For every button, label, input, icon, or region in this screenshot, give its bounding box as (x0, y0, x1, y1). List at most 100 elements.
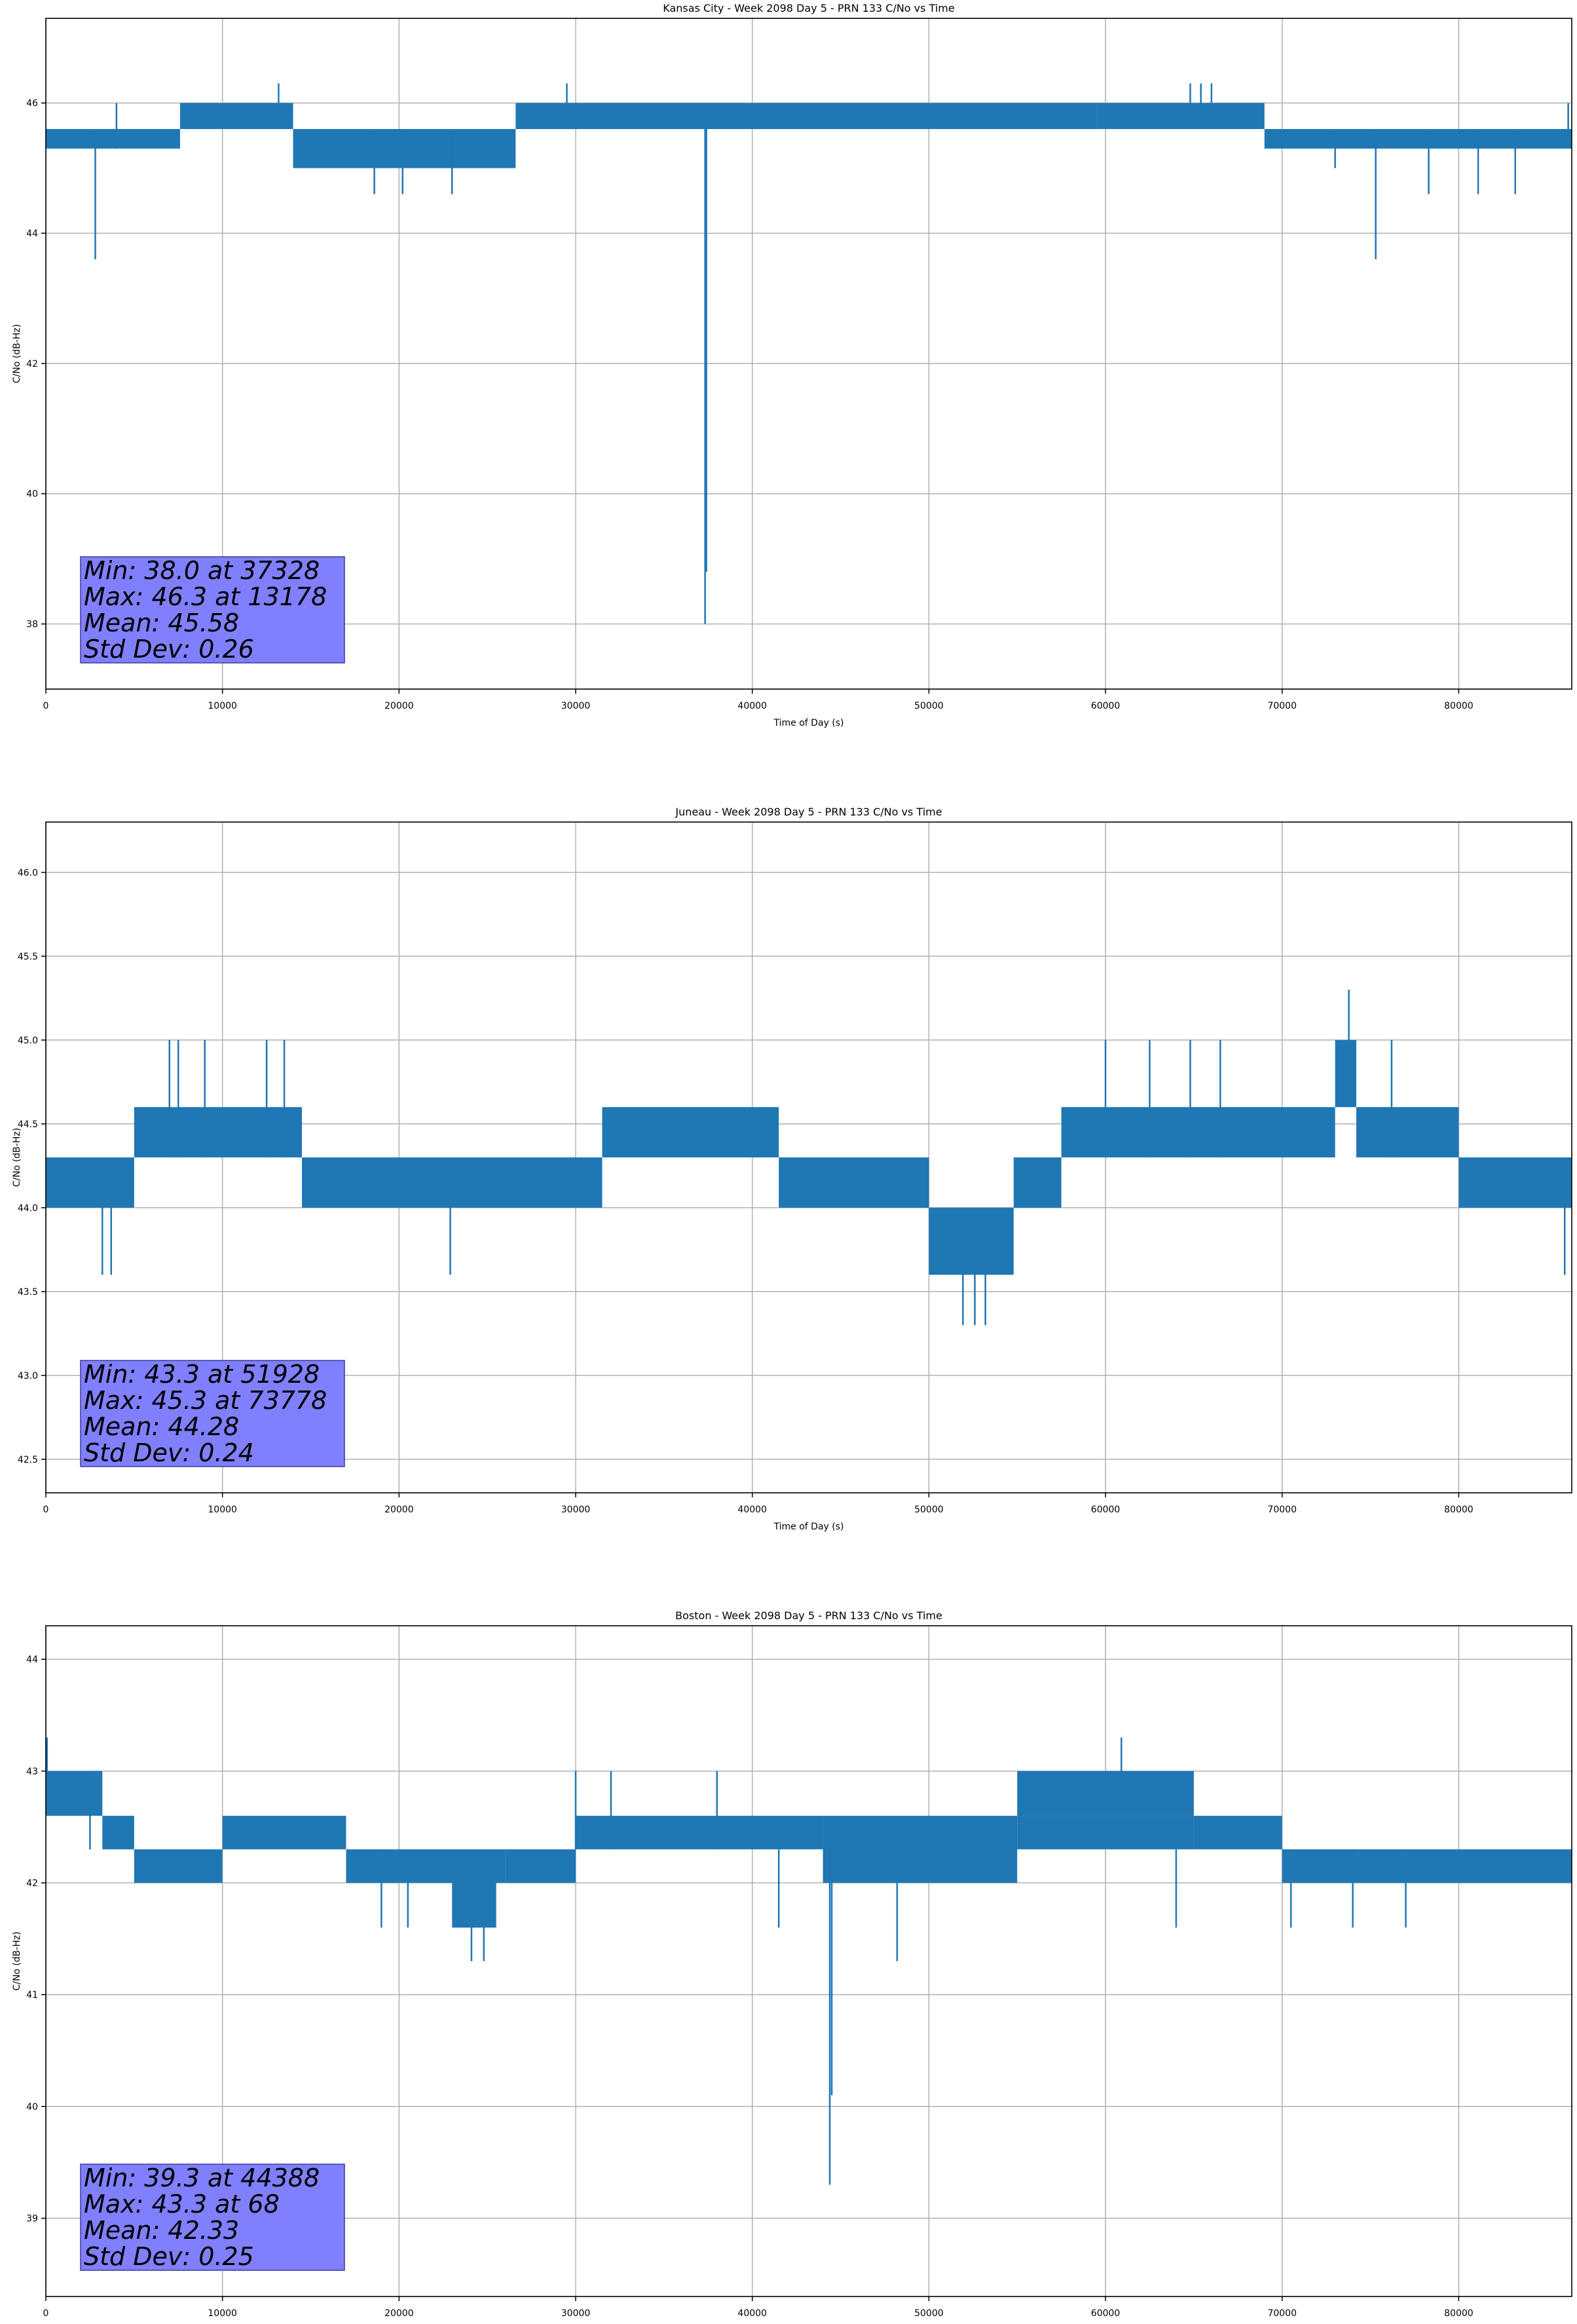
juneau-x-tick-label: 30000 (561, 1505, 591, 1515)
boston-stats-line: Mean: 42.33 (84, 2216, 239, 2245)
boston-data-band (452, 1883, 496, 1928)
juneau-x-tick-label: 10000 (208, 1505, 237, 1515)
juneau-data-band (1013, 1157, 1062, 1208)
juneau-data-band (1458, 1157, 1572, 1208)
kansas-city-data-band (515, 103, 1097, 130)
kansas-city-stats-line: Min: 38.0 at 37328 (84, 556, 320, 585)
juneau-stats-line: Mean: 44.28 (84, 1412, 239, 1441)
juneau-plot: 0 10000 20000 30000 40000 50000 60000 70000 8000… (12, 806, 1572, 1532)
juneau-x-tick-label: 40000 (737, 1505, 767, 1515)
kansas-city-data-band (293, 129, 516, 168)
kansas-city-x-tick-label: 0 (43, 701, 49, 711)
kansas-city-chart-title: Kansas City - Week 2098 Day 5 - PRN 133 … (663, 2, 954, 14)
boston-x-tick-label: 50000 (914, 2308, 944, 2319)
juneau-y-tick-label: 44.0 (18, 1203, 38, 1214)
kansas-city-data-band (46, 129, 180, 149)
boston-x-tick-label: 40000 (737, 2308, 767, 2319)
kansas-city-x-tick-label: 40000 (737, 701, 767, 711)
boston-y-axis-label: C/No (dB-Hz) (12, 1932, 22, 1991)
kansas-city-stats-box-background (80, 556, 345, 664)
kansas-city-y-axis-label: C/No (dB-Hz) (12, 324, 22, 383)
boston-data-band (1017, 1816, 1194, 1850)
juneau-axes-frame (45, 821, 1572, 1493)
boston-data-band (134, 1849, 223, 1883)
boston-y-tick-label: 44 (26, 1655, 38, 1665)
juneau-x-tick-label: 0 (43, 1505, 49, 1515)
kansas-city-x-tick-label: 20000 (384, 701, 414, 711)
boston-plot: 0 10000 20000 30000 40000 50000 60000 70000 8000… (12, 1609, 1572, 2319)
boston-data-band (1017, 1771, 1194, 1816)
kansas-city-stats-line: Std Dev: 0.26 (84, 635, 254, 664)
boston-axes-frame (45, 1625, 1572, 2297)
kansas-city-y-tick-label: 40 (26, 489, 38, 500)
boston-stats-line: Min: 39.3 at 44388 (84, 2164, 320, 2192)
kansas-city-axes-frame (45, 18, 1572, 690)
kansas-city-data-band (1096, 103, 1265, 130)
boston-data-band (576, 1816, 823, 1850)
kansas-city-x-tick-label: 10000 (208, 701, 237, 711)
boston-data-band (1282, 1849, 1572, 1883)
juneau-x-tick-label: 60000 (1091, 1505, 1121, 1515)
juneau-stats-line: Min: 43.3 at 51928 (84, 1360, 320, 1389)
juneau-stats-line: Std Dev: 0.24 (84, 1438, 254, 1467)
boston-stats-box-background (80, 2164, 345, 2271)
boston-x-tick-label: 30000 (561, 2308, 591, 2319)
juneau-data-band (46, 1157, 134, 1208)
boston-x-tick-label: 60000 (1091, 2308, 1121, 2319)
juneau-x-tick-label: 20000 (384, 1505, 414, 1515)
kansas-city-stats-line: Max: 46.3 at 13178 (84, 582, 327, 611)
juneau-y-tick-label: 45.5 (18, 952, 38, 962)
juneau-y-tick-label: 44.5 (18, 1119, 38, 1130)
juneau-data-band (302, 1157, 603, 1208)
juneau-x-tick-label: 50000 (914, 1505, 944, 1515)
boston-data-band (222, 1816, 346, 1850)
juneau-y-tick-label: 42.5 (18, 1455, 38, 1465)
juneau-y-tick-label: 43.0 (18, 1371, 38, 1381)
juneau-x-tick-label: 70000 (1267, 1505, 1297, 1515)
boston-x-tick-label: 20000 (384, 2308, 414, 2319)
boston-series-line (46, 1737, 1572, 2185)
boston-stats-line: Max: 43.3 at 68 (84, 2190, 280, 2219)
boston-x-tick-label: 10000 (208, 2308, 237, 2319)
boston-data-band (346, 1849, 506, 1883)
kansas-city-plot: 0 10000 20000 30000 40000 50000 60000 70000 8000… (12, 2, 1572, 728)
boston-y-tick-label: 42 (26, 1879, 38, 1889)
juneau-y-axis-label: C/No (dB-Hz) (12, 1128, 22, 1187)
kansas-city-x-tick-label: 60000 (1091, 701, 1121, 711)
juneau-stats-box-background (80, 1360, 345, 1467)
boston-data-band (823, 1816, 1018, 1883)
juneau-y-tick-label: 46.0 (18, 868, 38, 878)
juneau-x-tick-label: 80000 (1444, 1505, 1474, 1515)
juneau-x-axis-label: Time of Day (s) (773, 1522, 844, 1532)
juneau-chart-title: Juneau - Week 2098 Day 5 - PRN 133 C/No … (675, 806, 942, 818)
juneau-data-band (1061, 1107, 1335, 1157)
kansas-city-y-tick-label: 42 (26, 359, 38, 369)
kansas-city-x-axis-label: Time of Day (s) (773, 718, 844, 728)
juneau-data-band (929, 1207, 1014, 1275)
kansas-city-data-band (1264, 129, 1572, 149)
boston-x-tick-label: 0 (43, 2308, 49, 2319)
juneau-y-tick-label: 43.5 (18, 1287, 38, 1298)
juneau-y-tick-label: 45.0 (18, 1036, 38, 1046)
kansas-city-x-tick-label: 80000 (1444, 701, 1474, 711)
boston-data-band (505, 1849, 576, 1883)
juneau-stats-line: Max: 45.3 at 73778 (84, 1386, 327, 1415)
kansas-city-x-tick-label: 50000 (914, 701, 944, 711)
kansas-city-y-tick-label: 46 (26, 98, 38, 109)
boston-data-band (1193, 1816, 1282, 1850)
boston-data-band (102, 1816, 134, 1850)
boston-x-tick-label: 70000 (1267, 2308, 1297, 2319)
kansas-city-x-tick-label: 70000 (1267, 701, 1297, 711)
boston-data-band (46, 1771, 103, 1816)
kansas-city-data-band (179, 103, 293, 130)
juneau-series-line (46, 990, 1572, 1325)
kansas-city-x-tick-label: 30000 (561, 701, 591, 711)
kansas-city-stats-line: Mean: 45.58 (84, 609, 239, 637)
boston-x-tick-label: 80000 (1444, 2308, 1474, 2319)
boston-y-tick-label: 40 (26, 2102, 38, 2112)
juneau-data-band (1335, 1040, 1356, 1108)
